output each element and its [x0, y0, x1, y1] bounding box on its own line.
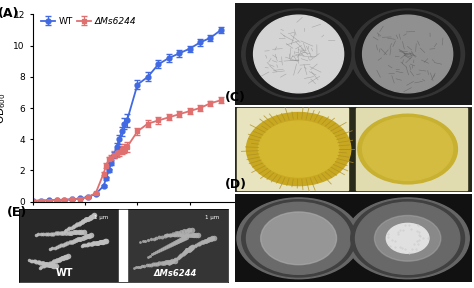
Bar — [356, 108, 467, 190]
Text: ΔMs6244: ΔMs6244 — [385, 0, 430, 2]
Ellipse shape — [356, 202, 460, 274]
Y-axis label: OD$_{600}$: OD$_{600}$ — [0, 92, 8, 124]
Text: (E): (E) — [7, 206, 27, 219]
Ellipse shape — [246, 113, 351, 185]
Ellipse shape — [254, 15, 344, 93]
Bar — [128, 209, 228, 282]
Text: (A): (A) — [0, 7, 19, 20]
Ellipse shape — [351, 9, 465, 99]
Text: (C): (C) — [225, 91, 246, 104]
Ellipse shape — [258, 121, 339, 177]
Ellipse shape — [386, 223, 429, 253]
Text: 1 μm: 1 μm — [205, 215, 219, 220]
Ellipse shape — [363, 15, 453, 93]
Ellipse shape — [351, 200, 465, 277]
X-axis label: Time (h): Time (h) — [113, 224, 162, 234]
Ellipse shape — [363, 118, 453, 181]
Ellipse shape — [237, 198, 360, 279]
Ellipse shape — [246, 202, 351, 274]
Text: (D): (D) — [225, 178, 247, 191]
Bar — [19, 209, 119, 282]
Ellipse shape — [356, 11, 460, 97]
Ellipse shape — [242, 200, 356, 277]
Text: WT: WT — [291, 0, 306, 2]
Bar — [237, 108, 348, 190]
Ellipse shape — [374, 215, 441, 261]
Ellipse shape — [358, 114, 457, 184]
Text: 1 μm: 1 μm — [94, 215, 109, 220]
Ellipse shape — [346, 198, 469, 279]
Legend: WT, ΔMs6244: WT, ΔMs6244 — [38, 13, 140, 30]
Bar — [119, 209, 128, 282]
Ellipse shape — [261, 212, 337, 265]
Text: ΔMs6244: ΔMs6244 — [154, 269, 197, 278]
Text: WT: WT — [56, 268, 73, 278]
Ellipse shape — [242, 9, 356, 99]
Ellipse shape — [246, 11, 351, 97]
